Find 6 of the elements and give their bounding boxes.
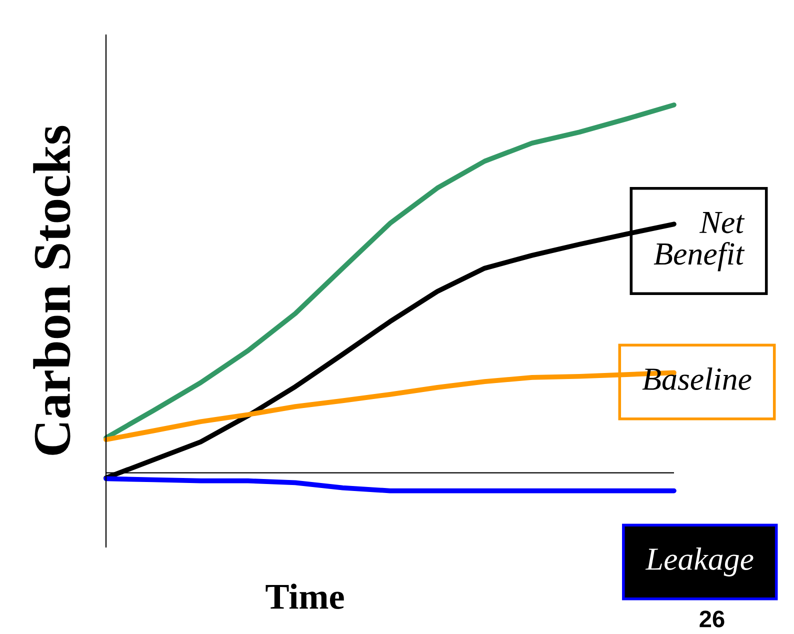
y-axis-title: Carbon Stocks (33, 126, 70, 455)
series-label: Baseline (642, 368, 752, 390)
text: 26 (700, 610, 724, 628)
series-label: Net Benefit (654, 212, 745, 272)
series-label: Leakage (645, 548, 754, 576)
x-axis-title: Time (266, 584, 344, 610)
